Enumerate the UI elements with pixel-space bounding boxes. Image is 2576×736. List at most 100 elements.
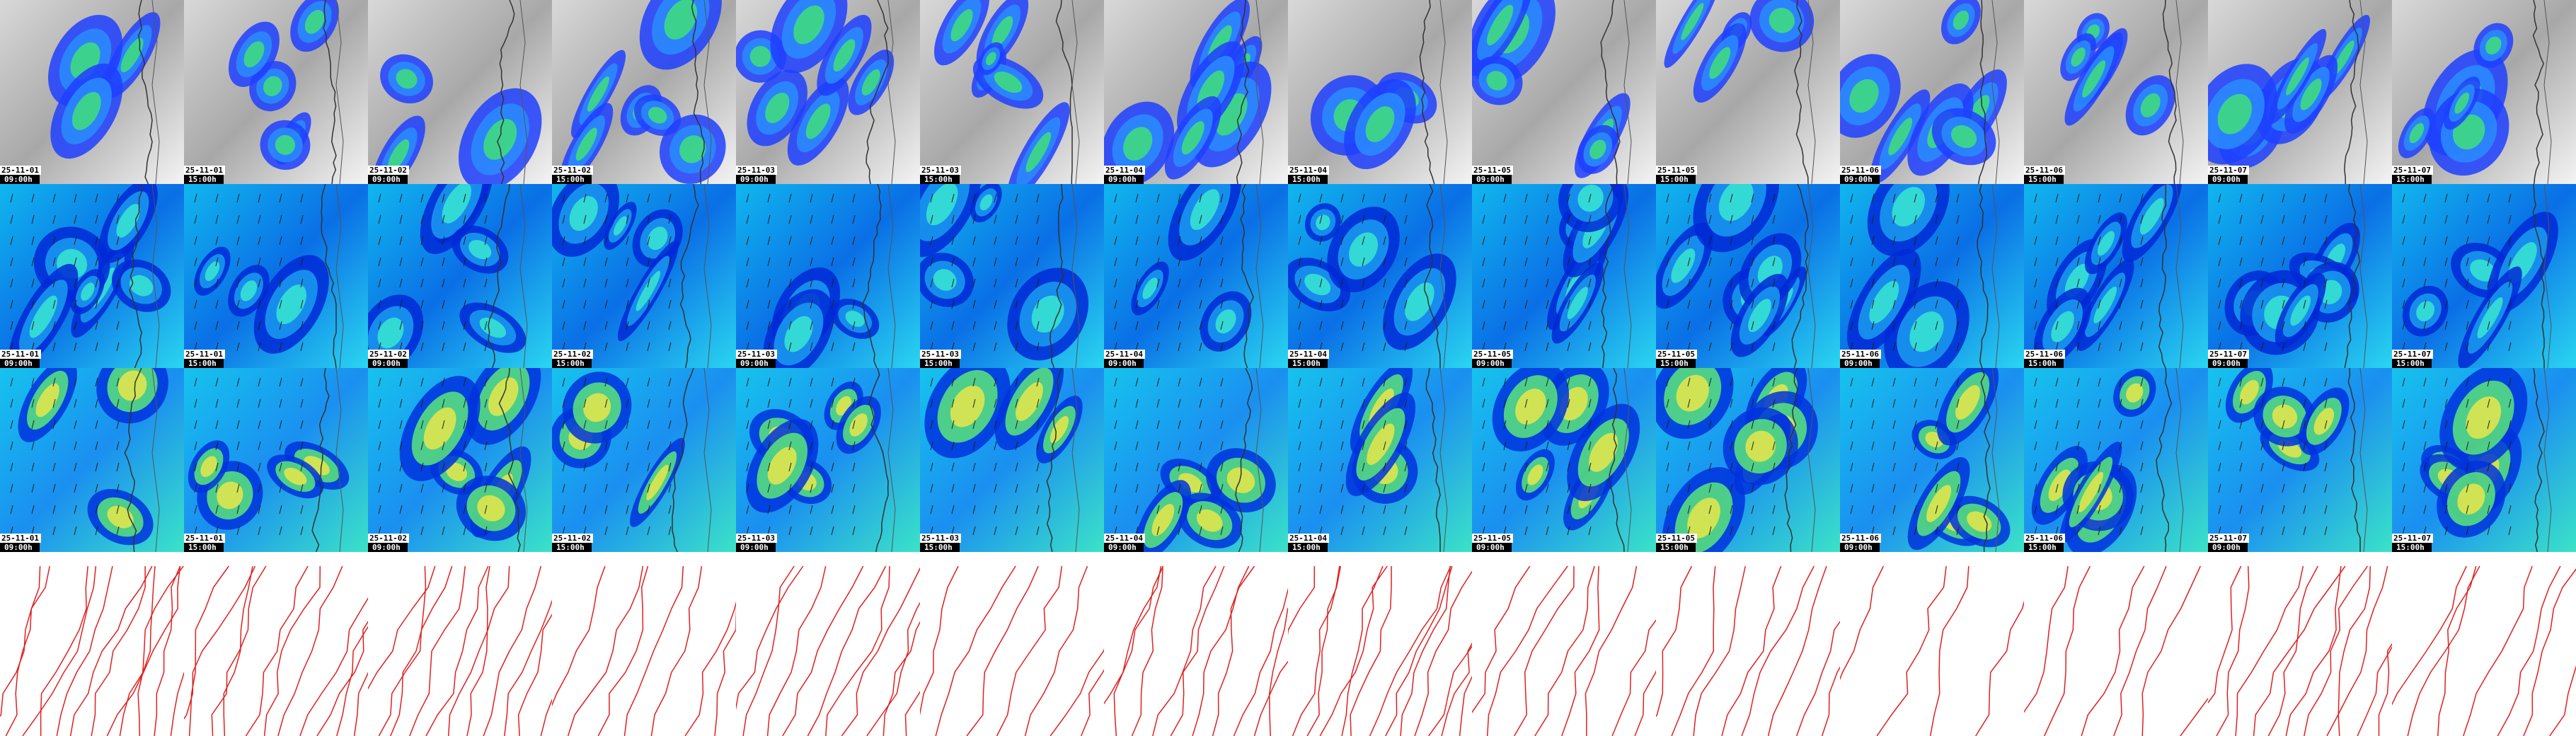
wind-arrow bbox=[1319, 483, 1323, 493]
wind-arrow bbox=[1036, 193, 1040, 203]
wind-arrow bbox=[1298, 441, 1301, 451]
field-area bbox=[263, 76, 282, 96]
map-panel: 25-11-02 09:00h bbox=[368, 184, 552, 368]
wind-arrow bbox=[2098, 257, 2101, 267]
border bbox=[2175, 368, 2184, 552]
wind-arrow bbox=[604, 236, 608, 246]
wind-arrow bbox=[583, 398, 587, 408]
wind-arrow bbox=[2324, 321, 2328, 330]
wind-arrow bbox=[1567, 398, 1570, 408]
isobar bbox=[2044, 565, 2091, 736]
coastline bbox=[2532, 0, 2545, 184]
time-label: 25-11-05 15:00h bbox=[1656, 166, 1698, 184]
hour-label: 09:00h bbox=[1840, 543, 1880, 552]
wind-arrow bbox=[1135, 193, 1139, 203]
field-area bbox=[1025, 132, 1051, 173]
wind-arrow bbox=[1687, 257, 1691, 267]
field-area bbox=[2240, 379, 2259, 405]
wind-arrow bbox=[300, 257, 304, 267]
wind-arrow bbox=[583, 214, 587, 224]
wind-arrow bbox=[300, 214, 304, 224]
border bbox=[1071, 184, 1080, 368]
wind-arrow bbox=[463, 420, 466, 430]
wind-arrow bbox=[2508, 441, 2512, 451]
field-area bbox=[35, 383, 59, 418]
map-panel: 25-11-06 09:00h bbox=[1840, 184, 2024, 368]
wind-arrow bbox=[2140, 505, 2144, 514]
border bbox=[1439, 0, 1448, 184]
field-area bbox=[1226, 467, 1255, 493]
wind-arrow bbox=[1503, 278, 1507, 288]
wind-arrow bbox=[74, 342, 77, 352]
wind-arrow bbox=[831, 505, 834, 514]
wind-arrow bbox=[604, 257, 608, 267]
map-image bbox=[1104, 552, 1288, 736]
wind-arrow bbox=[1892, 299, 1896, 309]
wind-arrow bbox=[1850, 441, 1853, 451]
wind-arrow bbox=[1298, 398, 1301, 408]
wind-arrow bbox=[852, 505, 856, 514]
field-area bbox=[1888, 117, 1913, 156]
wind-arrow bbox=[1383, 505, 1386, 514]
wind-arrow bbox=[1220, 214, 1224, 224]
wind-arrow bbox=[31, 236, 35, 246]
wind-arrow bbox=[2423, 505, 2427, 514]
wind-arrow bbox=[2055, 236, 2059, 246]
field-area bbox=[304, 456, 330, 476]
wind-arrow bbox=[378, 236, 381, 246]
wind-arrow bbox=[2282, 398, 2285, 408]
wind-arrow bbox=[2140, 441, 2144, 451]
wind-arrow bbox=[1383, 462, 1386, 472]
wind-arrow bbox=[463, 214, 466, 224]
coastline bbox=[2344, 0, 2359, 184]
isobar bbox=[2285, 565, 2342, 736]
wind-arrow bbox=[951, 398, 955, 408]
date-label: 25-11-04 bbox=[1104, 166, 1145, 175]
wind-arrow bbox=[442, 462, 445, 472]
wind-arrow bbox=[1708, 214, 1712, 224]
wind-arrow bbox=[378, 257, 381, 267]
time-label: 25-11-05 09:00h bbox=[1472, 166, 1514, 184]
wind-arrow bbox=[2098, 462, 2101, 472]
field-area bbox=[749, 45, 771, 67]
wind-arrow bbox=[10, 462, 13, 472]
map-image bbox=[1288, 0, 1472, 184]
coastline bbox=[1609, 368, 1625, 552]
wind-arrow bbox=[1220, 321, 1224, 330]
wind-arrow bbox=[1751, 342, 1754, 352]
wind-arrow bbox=[399, 299, 403, 309]
wind-arrow bbox=[1914, 420, 1917, 430]
wind-arrow bbox=[258, 342, 261, 352]
wind-arrow bbox=[2324, 483, 2328, 493]
field-area bbox=[926, 184, 958, 226]
wind-arrow bbox=[1135, 321, 1139, 330]
isobar bbox=[316, 621, 368, 736]
wind-arrow bbox=[2260, 321, 2264, 330]
wind-arrow bbox=[831, 321, 834, 330]
wind-arrow bbox=[1546, 505, 1549, 514]
field bbox=[1656, 552, 1840, 736]
wind-arrow bbox=[1178, 441, 1181, 451]
wind-arrow bbox=[626, 278, 629, 288]
wind-arrow bbox=[2239, 214, 2243, 224]
field-area bbox=[2097, 231, 2115, 256]
wind-arrow bbox=[1298, 278, 1301, 288]
map-panel: 25-11-05 09:00h bbox=[1472, 184, 1656, 368]
wind-arrow bbox=[1730, 462, 1733, 472]
wind-arrow bbox=[1708, 342, 1712, 352]
isobar bbox=[1975, 600, 2024, 736]
map-panel bbox=[2208, 552, 2392, 736]
wind-arrow bbox=[1383, 257, 1386, 267]
isobar bbox=[650, 565, 703, 736]
wind-arrow bbox=[279, 483, 282, 493]
field-area bbox=[583, 393, 611, 422]
wind-arrow bbox=[1220, 193, 1224, 203]
time-label: 25-11-04 09:00h bbox=[1104, 534, 1146, 552]
wind-arrow bbox=[1751, 214, 1754, 224]
wind-arrow bbox=[1914, 526, 1917, 536]
isobar bbox=[1350, 565, 1392, 736]
wind-arrow bbox=[463, 321, 466, 330]
map-image bbox=[2392, 0, 2576, 184]
coastline bbox=[1046, 368, 1062, 552]
wind-arrow bbox=[116, 299, 120, 309]
